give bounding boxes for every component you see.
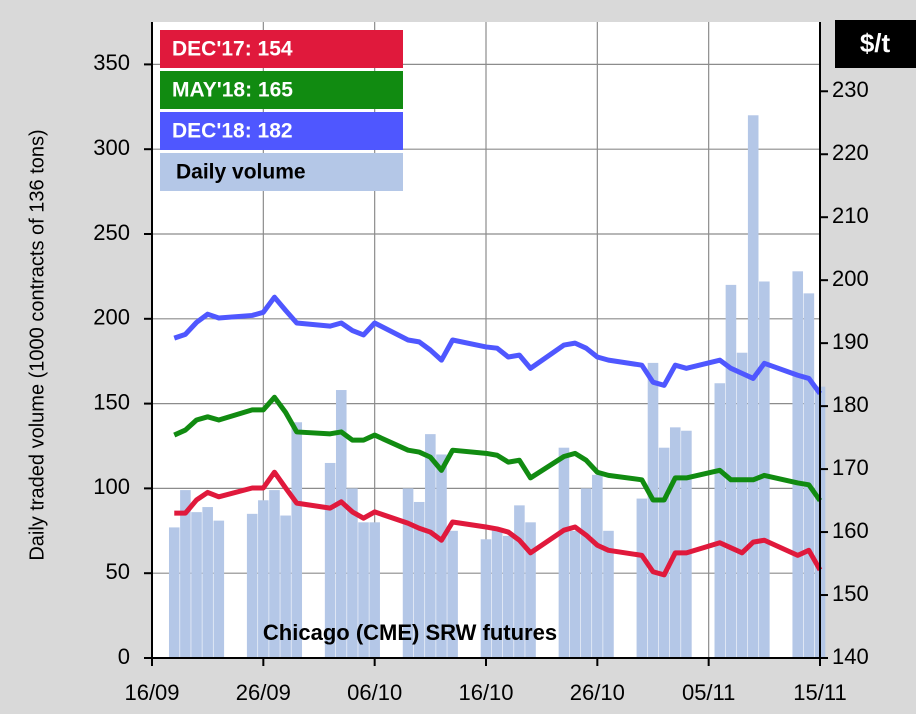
y-tick-label: 200 [93,305,130,330]
y-tick-label: 0 [118,644,130,669]
volume-bar [447,530,458,658]
volume-bar [580,488,592,658]
x-tick-label: 06/10 [347,680,402,705]
y2-tick-label: 210 [832,203,869,228]
y2-tick-label: 230 [832,77,869,102]
y-axis-label: Daily traded volume (1000 contracts of 1… [26,129,48,560]
volume-bar [369,522,380,658]
y2-tick-label: 150 [832,581,869,606]
volume-bar [603,530,614,658]
y2-axis-label: $/t [860,28,891,58]
volume-bar [402,488,414,658]
volume-bar [759,281,770,658]
volume-bar [502,535,514,658]
legend-label: DEC'18: 182 [172,120,293,143]
y2-tick-label: 160 [832,518,869,543]
volume-bar [436,454,447,658]
legend-swatch [160,112,403,150]
volume-bar [658,447,670,658]
volume-bar [514,505,525,658]
legend-label: DEC'17: 154 [172,38,293,61]
x-tick-label: 26/10 [570,680,625,705]
legend-swatch [160,71,403,109]
legend-label: MAY'18: 165 [172,79,293,102]
y-tick-label: 50 [106,559,130,584]
volume-bar [269,490,280,658]
volume-bar [491,529,503,658]
volume-bar [714,383,726,658]
y2-tick-label: 140 [832,644,869,669]
volume-bar [636,498,648,658]
volume-bar [480,539,492,658]
volume-bar [647,362,659,658]
x-tick-label: 16/09 [124,680,179,705]
y-tick-label: 350 [93,50,130,75]
volume-bar [525,522,536,658]
volume-bar [592,474,603,658]
volume-bar [347,488,358,658]
annotation: Chicago (CME) SRW futures [263,620,557,645]
y-tick-label: 250 [93,220,130,245]
volume-bar [358,522,369,658]
y2-tick-label: 190 [832,329,869,354]
volume-bar [191,512,202,658]
volume-bar [280,515,291,658]
volume-bar [202,507,213,658]
volume-bar [569,530,581,658]
price-line [173,294,823,396]
volume-bar [803,293,815,658]
volume-bar [736,352,748,658]
x-tick-label: 05/11 [682,680,735,705]
y-tick-label: 100 [93,474,130,499]
legend-swatch [160,30,403,68]
price-line [174,469,823,578]
volume-bar [669,427,681,658]
volume-bar [246,513,258,658]
volume-bar [558,447,570,658]
volume-bar [291,422,303,658]
volume-bar [213,520,225,658]
x-tick-label: 16/10 [458,680,513,705]
volume-bar [180,490,191,658]
y-tick-label: 150 [93,389,130,414]
volume-bar [413,501,425,658]
x-tick-label: 26/09 [236,680,291,705]
y2-tick-label: 200 [832,266,869,291]
volume-bar [681,430,692,658]
volume-bar [324,462,336,658]
volume-bar [335,390,347,658]
volume-bar [425,434,436,658]
volume-bar [725,284,737,658]
y2-tick-label: 170 [832,455,869,480]
volume-bar [258,500,269,658]
volume-bar [168,527,180,658]
legend-label: Daily volume [176,161,306,184]
price-line [173,394,823,503]
y2-tick-label: 180 [832,392,869,417]
y2-tick-label: 220 [832,140,869,165]
volume-bar [747,115,759,658]
y2-label-box [835,20,916,68]
volume-bar [792,271,804,658]
y-tick-label: 300 [93,135,130,160]
legend-swatch [160,153,403,191]
x-tick-label: 15/11 [793,680,846,705]
